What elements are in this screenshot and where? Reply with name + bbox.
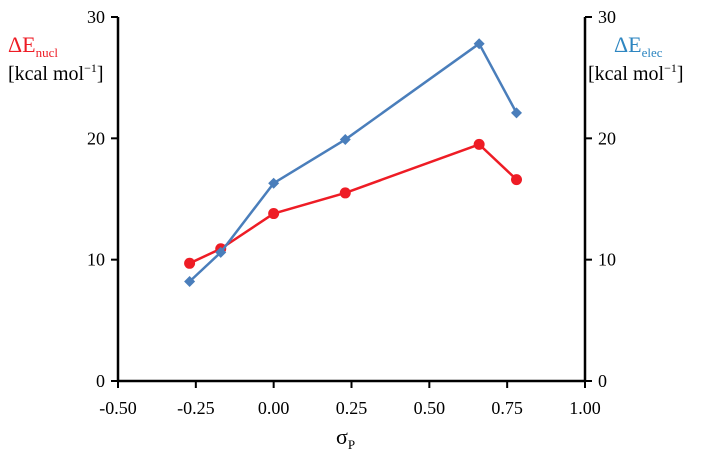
series-line-right	[188, 42, 518, 283]
series-point-diamond	[268, 177, 280, 189]
y-left-label-sub: nucl	[35, 45, 58, 60]
series-point-diamond	[215, 246, 227, 258]
x-tick-label: -0.25	[177, 398, 215, 418]
x-tick-label: 1.00	[569, 398, 601, 418]
y-left-tick-label: 30	[87, 7, 105, 27]
y-right-label-sub: elec	[641, 45, 663, 60]
y-right-tick-label: 20	[598, 128, 616, 148]
x-axis-label: σP	[336, 424, 356, 452]
y-left-unit-sup: −1	[84, 61, 97, 75]
series-point-circle	[473, 138, 485, 150]
x-tick-label: 0.75	[491, 398, 523, 418]
x-tick-label: -0.50	[99, 398, 137, 418]
y-left-label-main: ΔE	[8, 32, 36, 57]
y-left-unit-prefix: [kcal mol	[8, 63, 85, 85]
y-right-tick-label: 0	[598, 371, 607, 391]
x-label-sub: P	[347, 437, 356, 452]
series-point-diamond	[184, 276, 196, 288]
y-right-label-unit: [kcal mol−1]	[588, 62, 684, 84]
x-tick-label: 0.50	[414, 398, 446, 418]
series-point-circle	[184, 257, 196, 269]
y-right-tick-label: 30	[598, 7, 616, 27]
y-right-unit-prefix: [kcal mol	[588, 63, 665, 85]
series-point-circle	[339, 187, 351, 199]
y-left-label-unit: [kcal mol−1]	[8, 62, 104, 84]
x-tick-label: 0.00	[258, 398, 290, 418]
series-point-circle	[511, 174, 523, 186]
series-point-diamond	[339, 134, 351, 146]
y-right-unit-sup: −1	[664, 61, 677, 75]
series-point-diamond	[473, 38, 485, 50]
y-left-tick-label: 20	[87, 128, 105, 148]
y-left-unit-suffix: ]	[96, 63, 104, 85]
y-right-label-main: ΔE	[614, 32, 642, 57]
series-point-circle	[268, 208, 280, 220]
x-tick-label: 0.25	[336, 398, 368, 418]
series-line-left	[189, 143, 518, 265]
series-point-diamond	[511, 107, 523, 119]
y-right-unit-suffix: ]	[676, 63, 684, 85]
y-right-tick-label: 10	[598, 250, 616, 270]
y-right-label-symbol: ΔEelec	[614, 32, 663, 60]
y-left-tick-label: 0	[96, 371, 105, 391]
x-label-main: σ	[336, 424, 348, 449]
y-left-tick-label: 10	[87, 250, 105, 270]
y-left-label-symbol: ΔEnucl	[8, 32, 58, 60]
